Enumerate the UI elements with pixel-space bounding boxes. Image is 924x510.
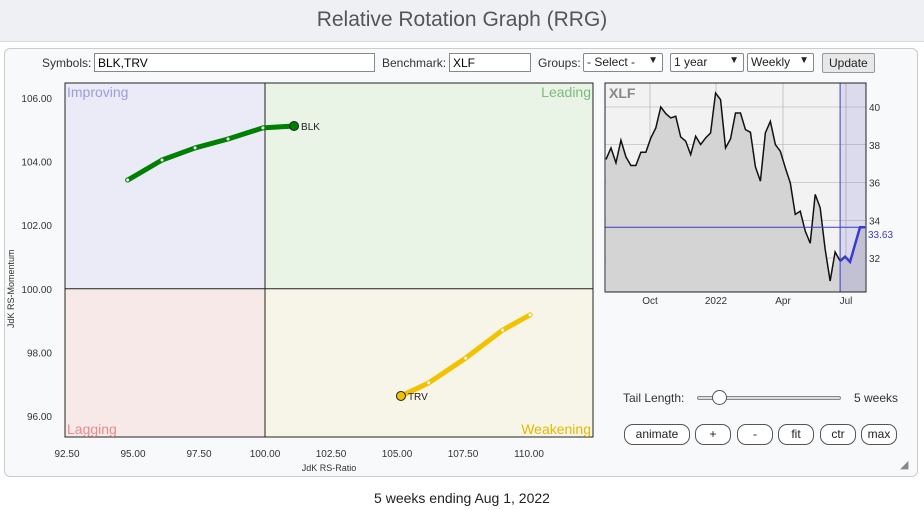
update-button[interactable]: Update	[822, 53, 875, 73]
series-label: BLK	[301, 122, 320, 133]
tail-point	[192, 145, 198, 151]
chevron-down-icon: ▼	[648, 55, 658, 66]
y-tick-label: 32	[869, 254, 881, 265]
plot-border	[64, 82, 594, 438]
tail-point	[260, 125, 266, 131]
center-button[interactable]: ctr	[820, 424, 856, 445]
highlight-region	[840, 83, 866, 292]
tail-length-value: 5 weeks	[854, 391, 899, 405]
x-tick-label: Jul	[840, 296, 853, 307]
quadrant-label-leading: Leading	[541, 84, 591, 100]
quadrant-lagging	[65, 288, 265, 437]
y-axis-label: JdK RS-Momentum	[6, 250, 16, 329]
animate-button[interactable]: animate	[624, 424, 690, 445]
y-tick-label: 40	[869, 103, 881, 114]
rrg-chart[interactable]: Improving Leading Lagging Weakening 92.50 95.…	[0, 80, 600, 480]
period-select[interactable]: 1 year ▼	[670, 53, 744, 72]
chevron-down-icon: ▼	[729, 55, 739, 66]
quadrant-improving	[65, 83, 265, 289]
tail-point	[426, 380, 432, 386]
benchmark-chart: Oct 2022 Apr Jul 32 34 36 38 40 33.63 XLF	[604, 82, 893, 307]
tail-point	[125, 177, 131, 183]
footer-caption: 5 weeks ending Aug 1, 2022	[374, 490, 550, 506]
period-value: 1 year	[674, 55, 708, 69]
x-tick-label: 102.50	[316, 449, 347, 460]
series-label: TRV	[408, 392, 428, 403]
quadrant-leading	[265, 83, 593, 289]
price-line	[605, 91, 841, 282]
price-area	[606, 93, 865, 292]
chevron-down-icon: ▼	[799, 55, 809, 66]
last-value-label: 33.63	[868, 230, 893, 241]
tail-point	[527, 312, 533, 318]
tail-point	[463, 355, 469, 361]
quadrant-label-weakening: Weakening	[521, 421, 591, 437]
quadrant-weakening	[265, 288, 593, 437]
x-tick-label: 107.50	[448, 449, 479, 460]
tail-point	[159, 157, 165, 163]
benchmark-label: Benchmark:	[382, 56, 447, 70]
tail-blk	[125, 123, 297, 183]
x-tick-label: 92.50	[54, 449, 79, 460]
zoom-out-button[interactable]: -	[737, 424, 773, 445]
symbols-label: Symbols:	[42, 56, 92, 70]
quadrant-label-improving: Improving	[67, 84, 128, 100]
resize-handle-icon[interactable]: ◢	[900, 459, 909, 471]
tail-length-label: Tail Length:	[623, 391, 685, 405]
interval-value: Weekly	[751, 55, 791, 69]
y-tick-label: 36	[869, 179, 881, 190]
groups-label: Groups:	[538, 56, 581, 70]
y-tick-label: 98.00	[27, 348, 52, 359]
benchmark-title: XLF	[609, 85, 636, 101]
tail-point	[225, 136, 231, 142]
quadrant-label-lagging: Lagging	[67, 421, 117, 437]
head-point-trv	[395, 390, 406, 401]
slider-handle[interactable]	[711, 390, 727, 405]
zoom-in-button[interactable]: +	[695, 424, 731, 445]
tail-point	[500, 327, 506, 333]
x-tick-label: 95.00	[120, 449, 145, 460]
head-point-blk	[289, 120, 300, 131]
y-tick-label: 96.00	[27, 412, 52, 423]
max-button[interactable]: max	[861, 424, 897, 445]
x-tick-label: 100.00	[250, 449, 281, 460]
x-tick-label: 110.00	[514, 449, 544, 460]
groups-value: - Select -	[587, 55, 636, 69]
y-tick-label: 100.00	[21, 285, 52, 296]
x-tick-label: Apr	[775, 296, 791, 307]
benchmark-input[interactable]	[449, 53, 531, 72]
x-tick-label: 97.50	[186, 449, 211, 460]
x-tick-label: 105.00	[382, 449, 413, 460]
fit-button[interactable]: fit	[778, 424, 814, 445]
y-tick-label: 106.00	[21, 94, 52, 105]
page-title: Relative Rotation Graph (RRG)	[0, 0, 924, 42]
x-tick-label: Oct	[642, 296, 658, 307]
x-axis-label: JdK RS-Ratio	[302, 463, 357, 473]
y-tick-label: 38	[869, 141, 881, 152]
y-tick-label: 104.00	[21, 158, 52, 169]
chart-border	[604, 82, 867, 293]
y-tick-label: 102.00	[21, 221, 52, 232]
interval-select[interactable]: Weekly ▼	[747, 53, 814, 72]
x-tick-label: 2022	[705, 296, 728, 307]
symbols-input[interactable]	[94, 53, 375, 72]
y-tick-label: 34	[869, 216, 881, 227]
tail-length-slider[interactable]	[697, 396, 841, 400]
groups-select[interactable]: - Select - ▼	[583, 53, 663, 72]
